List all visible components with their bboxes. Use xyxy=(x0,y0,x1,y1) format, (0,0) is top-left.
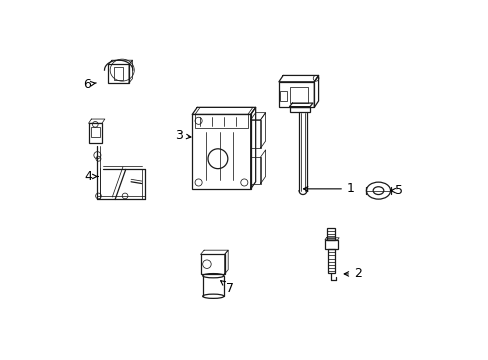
Bar xyxy=(325,240,337,249)
Bar xyxy=(108,64,129,83)
Bar xyxy=(327,249,334,273)
Text: 4: 4 xyxy=(84,170,98,183)
Bar xyxy=(250,157,260,184)
Bar xyxy=(289,107,309,112)
Bar xyxy=(90,127,100,138)
Bar xyxy=(289,87,307,103)
Bar xyxy=(192,114,250,189)
Bar xyxy=(280,91,286,101)
Bar xyxy=(88,123,102,143)
Bar xyxy=(200,255,224,274)
Bar xyxy=(195,114,247,128)
Text: 6: 6 xyxy=(82,78,96,91)
Bar xyxy=(327,228,335,239)
Bar xyxy=(278,82,314,107)
Text: 2: 2 xyxy=(344,267,361,280)
Bar xyxy=(114,67,122,80)
Text: 5: 5 xyxy=(390,184,402,197)
Text: 1: 1 xyxy=(303,183,354,195)
Bar xyxy=(250,120,260,148)
Text: 7: 7 xyxy=(220,281,234,294)
Text: 3: 3 xyxy=(175,129,190,142)
